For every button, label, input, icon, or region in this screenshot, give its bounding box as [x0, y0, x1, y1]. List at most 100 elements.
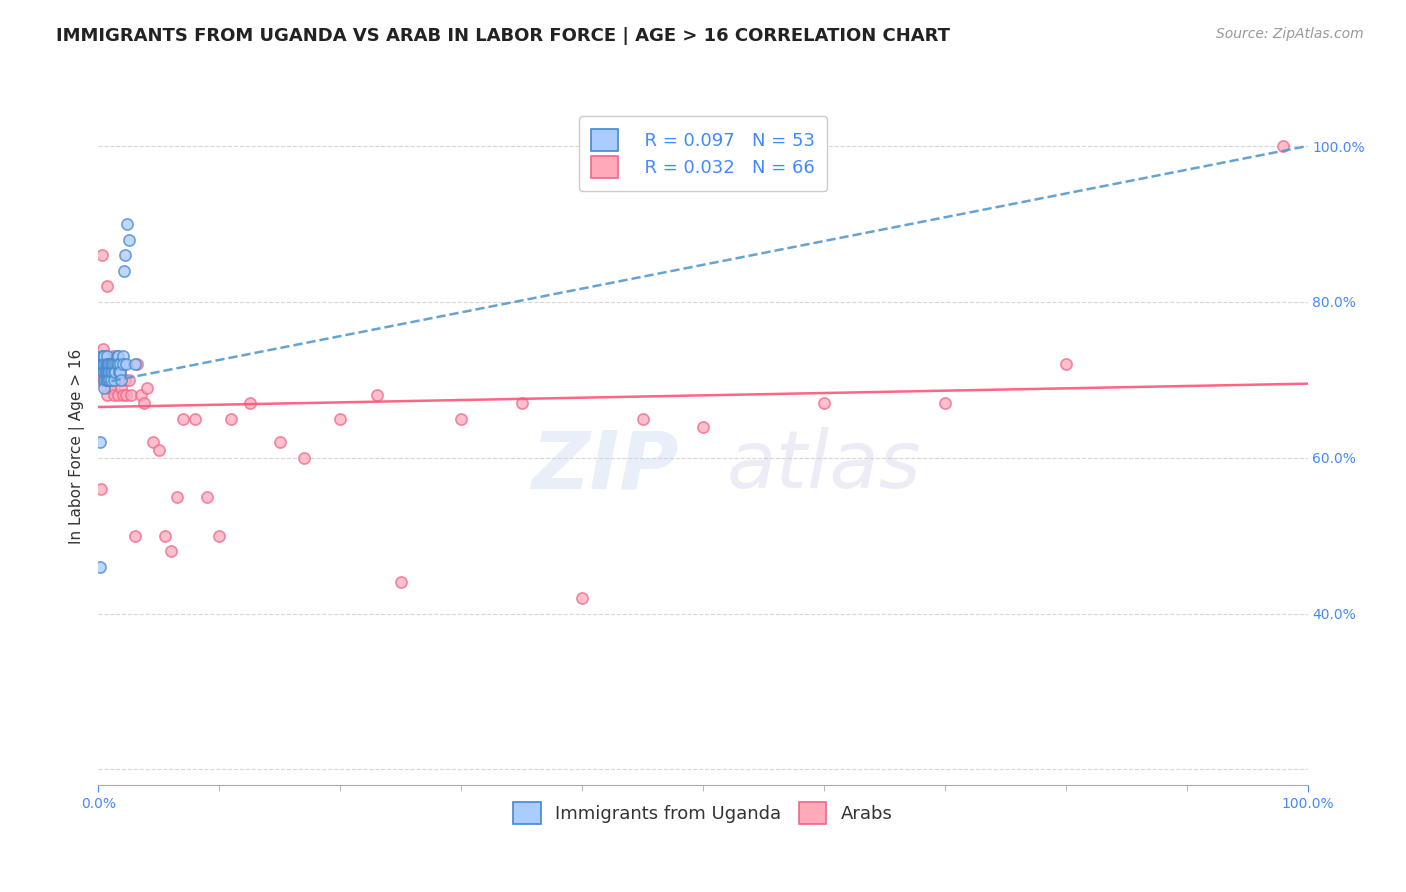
Point [1272, 139, 1295, 153]
Point [91, 357, 114, 371]
Point [96, 373, 118, 387]
Point [813, 396, 835, 410]
Point [107, 350, 129, 364]
Text: IMMIGRANTS FROM UGANDA VS ARAB IN LABOR FORCE | AGE > 16 CORRELATION CHART: IMMIGRANTS FROM UGANDA VS ARAB IN LABOR … [56, 27, 950, 45]
Point [329, 411, 352, 425]
Point [96, 388, 118, 402]
Point [94, 373, 117, 387]
Point [269, 435, 291, 450]
Point [94, 365, 117, 379]
Point [103, 380, 125, 394]
Point [96, 279, 118, 293]
Point [97, 365, 120, 379]
Point [101, 365, 124, 379]
Point [94, 357, 117, 371]
Point [100, 365, 122, 379]
Point [104, 357, 127, 371]
Point [195, 490, 218, 504]
Text: ZIP: ZIP [531, 427, 679, 506]
Point [108, 365, 131, 379]
Point [93, 357, 115, 371]
Point [91, 248, 114, 262]
Point [111, 388, 134, 402]
Point [124, 357, 146, 371]
Point [366, 388, 388, 402]
Point [98, 357, 121, 371]
Point [100, 373, 122, 387]
Point [111, 350, 134, 364]
Point [127, 357, 149, 371]
Point [153, 528, 176, 542]
Point [101, 350, 124, 364]
Point [97, 357, 120, 371]
Point [107, 388, 129, 402]
Point [94, 365, 117, 379]
Point [90, 357, 112, 371]
Point [97, 357, 120, 371]
Point [90, 482, 112, 496]
Point [389, 575, 412, 590]
Point [160, 544, 183, 558]
Point [103, 365, 125, 379]
Point [97, 373, 120, 387]
Point [96, 350, 118, 364]
Point [93, 357, 115, 371]
Point [110, 380, 132, 394]
Point [96, 380, 118, 394]
Point [100, 357, 122, 371]
Point [97, 373, 120, 387]
Point [450, 411, 472, 425]
Point [1054, 357, 1077, 371]
Point [110, 373, 132, 387]
Point [100, 365, 122, 379]
Point [94, 365, 117, 379]
Point [221, 411, 243, 425]
Point [105, 365, 128, 379]
Point [91, 350, 114, 364]
Point [96, 357, 118, 371]
Point [93, 350, 115, 364]
Point [98, 373, 121, 387]
Point [172, 411, 194, 425]
Point [98, 373, 121, 387]
Point [100, 365, 122, 379]
Point [93, 365, 115, 379]
Point [96, 365, 118, 379]
Text: atlas: atlas [727, 427, 922, 506]
Point [292, 450, 315, 465]
Point [510, 396, 533, 410]
Point [104, 357, 127, 371]
Point [115, 388, 138, 402]
Point [117, 217, 139, 231]
Point [571, 591, 593, 605]
Point [129, 388, 152, 402]
Point [93, 373, 115, 387]
Point [100, 357, 122, 371]
Point [93, 380, 115, 394]
Point [105, 373, 128, 387]
Point [108, 357, 131, 371]
Point [118, 373, 141, 387]
Point [91, 342, 114, 356]
Point [101, 357, 124, 371]
Point [135, 380, 157, 394]
Point [120, 388, 142, 402]
Point [100, 380, 122, 394]
Point [118, 233, 141, 247]
Point [100, 373, 122, 387]
Point [105, 357, 128, 371]
Point [934, 396, 956, 410]
Point [166, 490, 188, 504]
Point [89, 373, 111, 387]
Point [98, 365, 121, 379]
Point [103, 373, 125, 387]
Point [112, 263, 135, 277]
Legend: Immigrants from Uganda, Arabs: Immigrants from Uganda, Arabs [501, 789, 905, 837]
Point [91, 357, 114, 371]
Point [100, 357, 122, 371]
Point [94, 350, 117, 364]
Point [89, 559, 111, 574]
Point [91, 365, 114, 379]
Point [142, 435, 165, 450]
Point [631, 411, 654, 425]
